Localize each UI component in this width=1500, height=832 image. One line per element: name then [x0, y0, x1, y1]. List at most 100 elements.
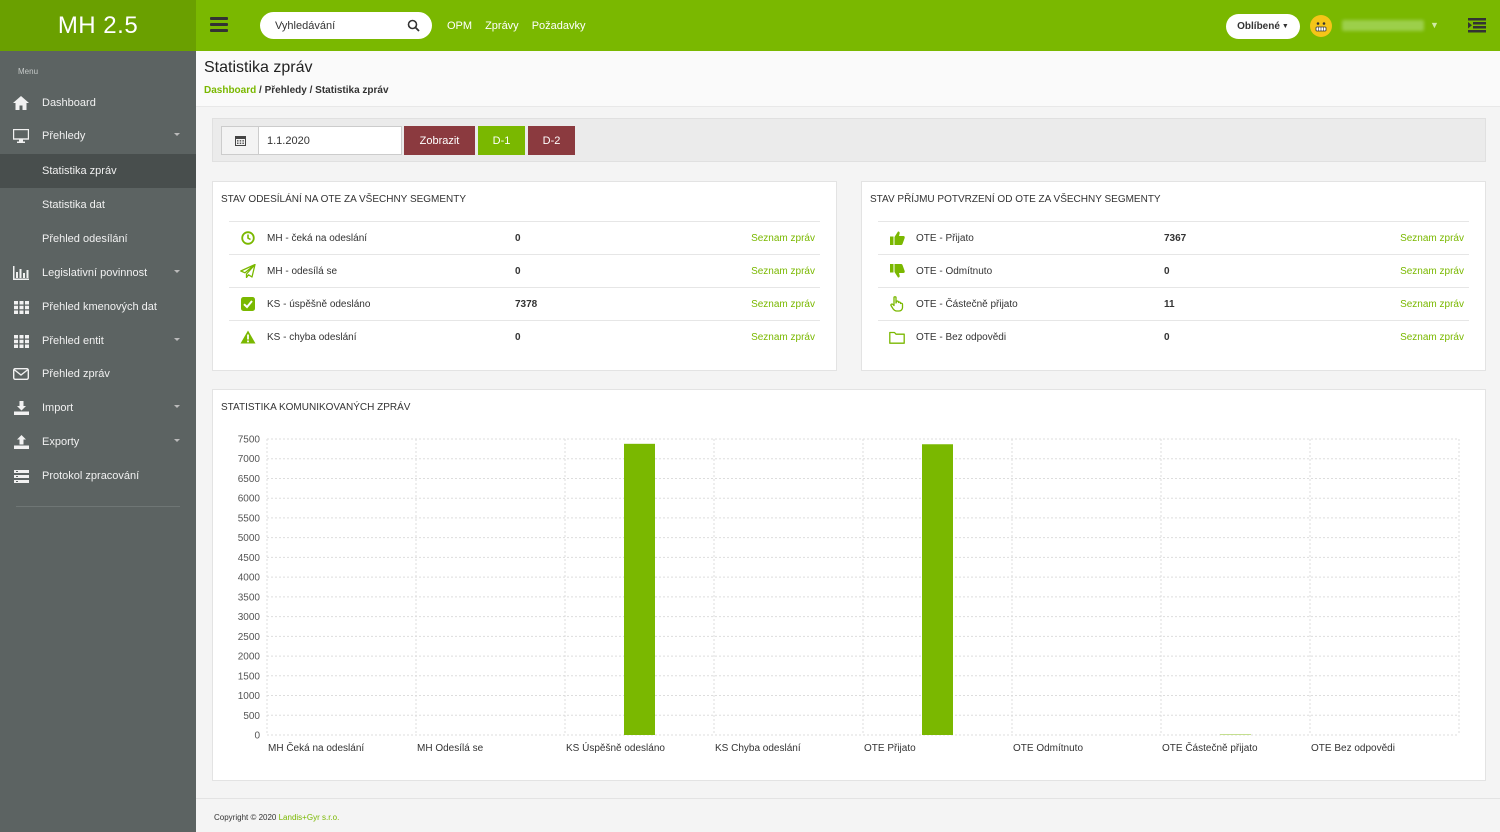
row-label: MH - odesílá se [267, 265, 338, 277]
list-item: MH - odesílá se 0 Seznam zpráv [229, 254, 820, 287]
message-list-link[interactable]: Seznam zpráv [1400, 298, 1464, 310]
breadcrumb-prehledy[interactable]: Přehledy [264, 85, 307, 96]
nav-zpravy[interactable]: Zprávy [485, 20, 519, 32]
filter-bar: Zobrazit D-1 D-2 [212, 118, 1486, 162]
panel-title: STAV PŘÍJMU POTVRZENÍ OD OTE ZA VŠECHNY … [870, 194, 1161, 205]
user-name-blurred[interactable] [1342, 20, 1424, 31]
calendar-icon[interactable] [222, 127, 259, 154]
message-list-link[interactable]: Seznam zpráv [751, 265, 815, 277]
sidebar-item-exporty[interactable]: Exporty [0, 425, 196, 459]
y-tick-label: 7500 [238, 435, 261, 446]
folder-icon [889, 331, 905, 344]
grid-icon [13, 334, 29, 348]
list-icon [13, 469, 29, 483]
chart-bar [922, 444, 953, 735]
sidebar-subitem-prehled-odesilani[interactable]: Přehled odesílání [42, 233, 128, 245]
sidebar-item-protokol-zpracovani[interactable]: Protokol zpracování [0, 459, 196, 493]
sidebar-item-label: Přehled entit [42, 335, 104, 347]
user-caret-icon[interactable]: ▼ [1430, 20, 1439, 30]
sidebar-item-prehled-zprav[interactable]: Přehled zpráv [0, 357, 196, 391]
y-tick-label: 6500 [238, 474, 261, 485]
avatar[interactable] [1310, 15, 1332, 37]
chart-bar [624, 443, 655, 735]
message-list-link[interactable]: Seznam zpráv [751, 298, 815, 310]
y-tick-label: 3000 [238, 612, 261, 623]
list-item: OTE - Odmítnuto 0 Seznam zpráv [878, 254, 1469, 287]
sidebar-item-label: Exporty [42, 436, 80, 448]
monitor-icon [13, 129, 29, 143]
sidebar-divider [16, 506, 180, 507]
chevron-down-icon [174, 338, 180, 341]
favorites-label: Oblíbené [1237, 21, 1280, 32]
y-tick-label: 5000 [238, 533, 261, 544]
sidebar-item-legislativni-povinnost[interactable]: Legislativní povinnost [0, 256, 196, 290]
favorites-button[interactable]: Oblíbené ▼ [1226, 14, 1300, 39]
bar-chart: 0 500 1000 1500 2000 2500 3000 3500 4000 4500 5000… [238, 435, 1460, 754]
x-tick-label: MH Čeká na odeslání [268, 741, 364, 754]
message-list-link[interactable]: Seznam zpráv [751, 331, 815, 343]
row-value: 0 [515, 331, 521, 343]
nav-pozadavky[interactable]: Požadavky [531, 20, 586, 32]
footer-company-link[interactable]: Landis+Gyr s.r.o. [278, 813, 340, 822]
panel-send-status: STAV ODESÍLÁNÍ NA OTE ZA VŠECHNY SEGMENT… [212, 181, 837, 371]
d2-button[interactable]: D-2 [528, 126, 575, 155]
sidebar-item-prehledy[interactable]: Přehledy [0, 119, 196, 153]
sidebar-subitem-statistika-zprav[interactable]: Statistika zpráv [0, 154, 196, 188]
sidebar-item-prehled-entit[interactable]: Přehled entit [0, 324, 196, 358]
panel-receive-status: STAV PŘÍJMU POTVRZENÍ OD OTE ZA VŠECHNY … [861, 181, 1486, 371]
sidebar: Menu Dashboard Přehledy Statistika zpráv… [0, 51, 196, 832]
sidebar-item-dashboard[interactable]: Dashboard [0, 86, 196, 120]
x-tick-label: KS Chyba odeslání [715, 743, 801, 754]
message-list-link[interactable]: Seznam zpráv [1400, 265, 1464, 277]
row-label: OTE - Přijato [916, 232, 974, 244]
home-icon [13, 96, 29, 110]
x-tick-label: KS Úspěšně odesláno [566, 741, 665, 754]
date-input[interactable] [259, 127, 399, 154]
x-tick-label: OTE Odmítnuto [1013, 743, 1083, 754]
download-icon [13, 401, 29, 415]
row-value: 0 [515, 265, 521, 277]
row-label: KS - úspěšně odesláno [267, 298, 371, 310]
sidebar-item-label: Legislativní povinnost [42, 267, 148, 279]
y-tick-label: 0 [254, 731, 260, 742]
message-list-link[interactable]: Seznam zpráv [1400, 232, 1464, 244]
x-tick-label: OTE Částečně přijato [1162, 741, 1258, 754]
sidebar-item-prehled-kmenovych-dat[interactable]: Přehled kmenových dat [0, 290, 196, 324]
app-brand[interactable]: MH 2.5 [0, 0, 196, 51]
list-item: OTE - Přijato 7367 Seznam zpráv [878, 221, 1469, 254]
search-box [260, 12, 432, 39]
sidebar-item-label: Přehled kmenových dat [42, 301, 157, 313]
chevron-down-icon [174, 405, 180, 408]
row-value: 0 [1164, 331, 1170, 343]
row-value: 0 [515, 232, 521, 244]
nav-opm[interactable]: OPM [447, 20, 473, 32]
row-label: OTE - Bez odpovědi [916, 331, 1007, 343]
top-bar: MH 2.5 OPM Zprávy Požadavky Oblíbené▼ ▼ [0, 0, 1500, 51]
y-tick-label: 4000 [238, 573, 261, 584]
sidebar-item-import[interactable]: Import [0, 391, 196, 425]
sidebar-subitem-statistika-dat[interactable]: Statistika dat [42, 199, 105, 211]
grid-icon [13, 300, 29, 314]
d1-button[interactable]: D-1 [478, 126, 525, 155]
search-icon[interactable] [407, 19, 420, 32]
panel-chart: STATISTIKA KOMUNIKOVANÝCH ZPRÁV 0 500 1000… [212, 389, 1486, 781]
row-label: MH - čeká na odeslání [267, 232, 368, 244]
breadcrumb-dashboard[interactable]: Dashboard [204, 85, 257, 96]
y-tick-label: 6000 [238, 494, 261, 505]
breadcrumb-current: Statistika zpráv [315, 85, 389, 96]
right-panel-toggle-icon[interactable] [1468, 18, 1486, 33]
hand-pointer-icon [890, 296, 904, 312]
row-label: OTE - Odmítnuto [916, 265, 993, 277]
sidebar-item-label: Přehledy [42, 130, 86, 142]
menu-toggle-icon[interactable] [210, 17, 228, 33]
x-tick-label: MH Odesílá se [417, 743, 484, 754]
message-list-link[interactable]: Seznam zpráv [751, 232, 815, 244]
y-tick-label: 3500 [238, 592, 261, 603]
show-button[interactable]: Zobrazit [404, 126, 475, 155]
search-input[interactable] [275, 19, 395, 32]
sidebar-item-label: Přehled zpráv [42, 368, 110, 380]
y-tick-label: 1000 [238, 691, 261, 702]
message-list-link[interactable]: Seznam zpráv [1400, 331, 1464, 343]
y-tick-label: 500 [243, 711, 260, 722]
upload-icon [13, 435, 29, 449]
